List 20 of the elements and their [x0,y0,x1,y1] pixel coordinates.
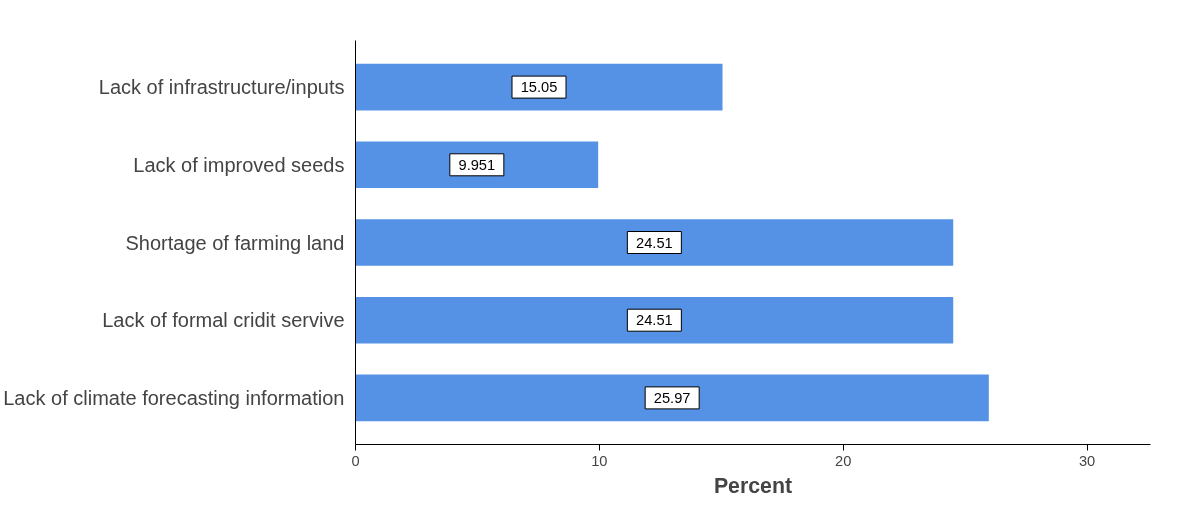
x-axis-title: Percent [713,473,793,498]
x-tick-label: 0 [351,452,360,469]
data-label: 25.97 [653,389,691,406]
x-tick-label: 20 [835,452,852,469]
y-tick-label: Lack of climate forecasting information [3,386,345,409]
bar [355,219,954,266]
bar [355,296,954,344]
x-tick-label: 30 [1078,452,1096,469]
data-label: 9.951 [458,156,496,173]
data-label: 15.05 [520,79,558,96]
x-tick-label: 10 [591,452,608,469]
bar [355,141,599,189]
bar [355,374,989,422]
y-tick-label: Lack of infrastructure/inputs [98,76,345,99]
y-tick-label: Lack of formal cridit servive [102,309,345,332]
y-tick-label: Lack of improved seeds [133,153,345,176]
y-tick-label: Shortage of farming land [125,231,345,254]
data-label: 24.51 [636,312,673,329]
bar [355,63,723,111]
data-label: 24.51 [636,234,673,251]
